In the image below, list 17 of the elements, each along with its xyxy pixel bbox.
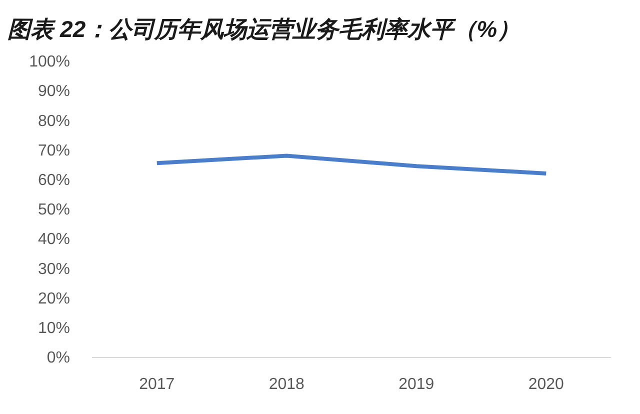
- y-tick-label: 20%: [38, 290, 70, 308]
- y-tick-label: 0%: [46, 350, 70, 367]
- y-tick-label: 100%: [29, 54, 70, 71]
- y-tick-label: 40%: [38, 231, 70, 248]
- x-tick-label: 2018: [268, 376, 305, 394]
- x-tick-label: 2019: [398, 376, 434, 394]
- x-tick-label: 2017: [139, 376, 175, 394]
- y-tick-label: 80%: [38, 112, 70, 130]
- x-tick-label: 2020: [528, 376, 564, 394]
- y-tick-label: 50%: [38, 202, 70, 219]
- line-series: [154, 154, 548, 176]
- y-tick-label: 70%: [38, 142, 70, 160]
- y-tick-label: 10%: [38, 320, 70, 337]
- y-tick-label: 60%: [38, 172, 70, 189]
- y-tick-label: 30%: [38, 260, 70, 278]
- y-tick-label: 90%: [38, 83, 70, 100]
- chart-title: 图表 22：公司历年风场运营业务毛利率水平（%）: [8, 16, 520, 42]
